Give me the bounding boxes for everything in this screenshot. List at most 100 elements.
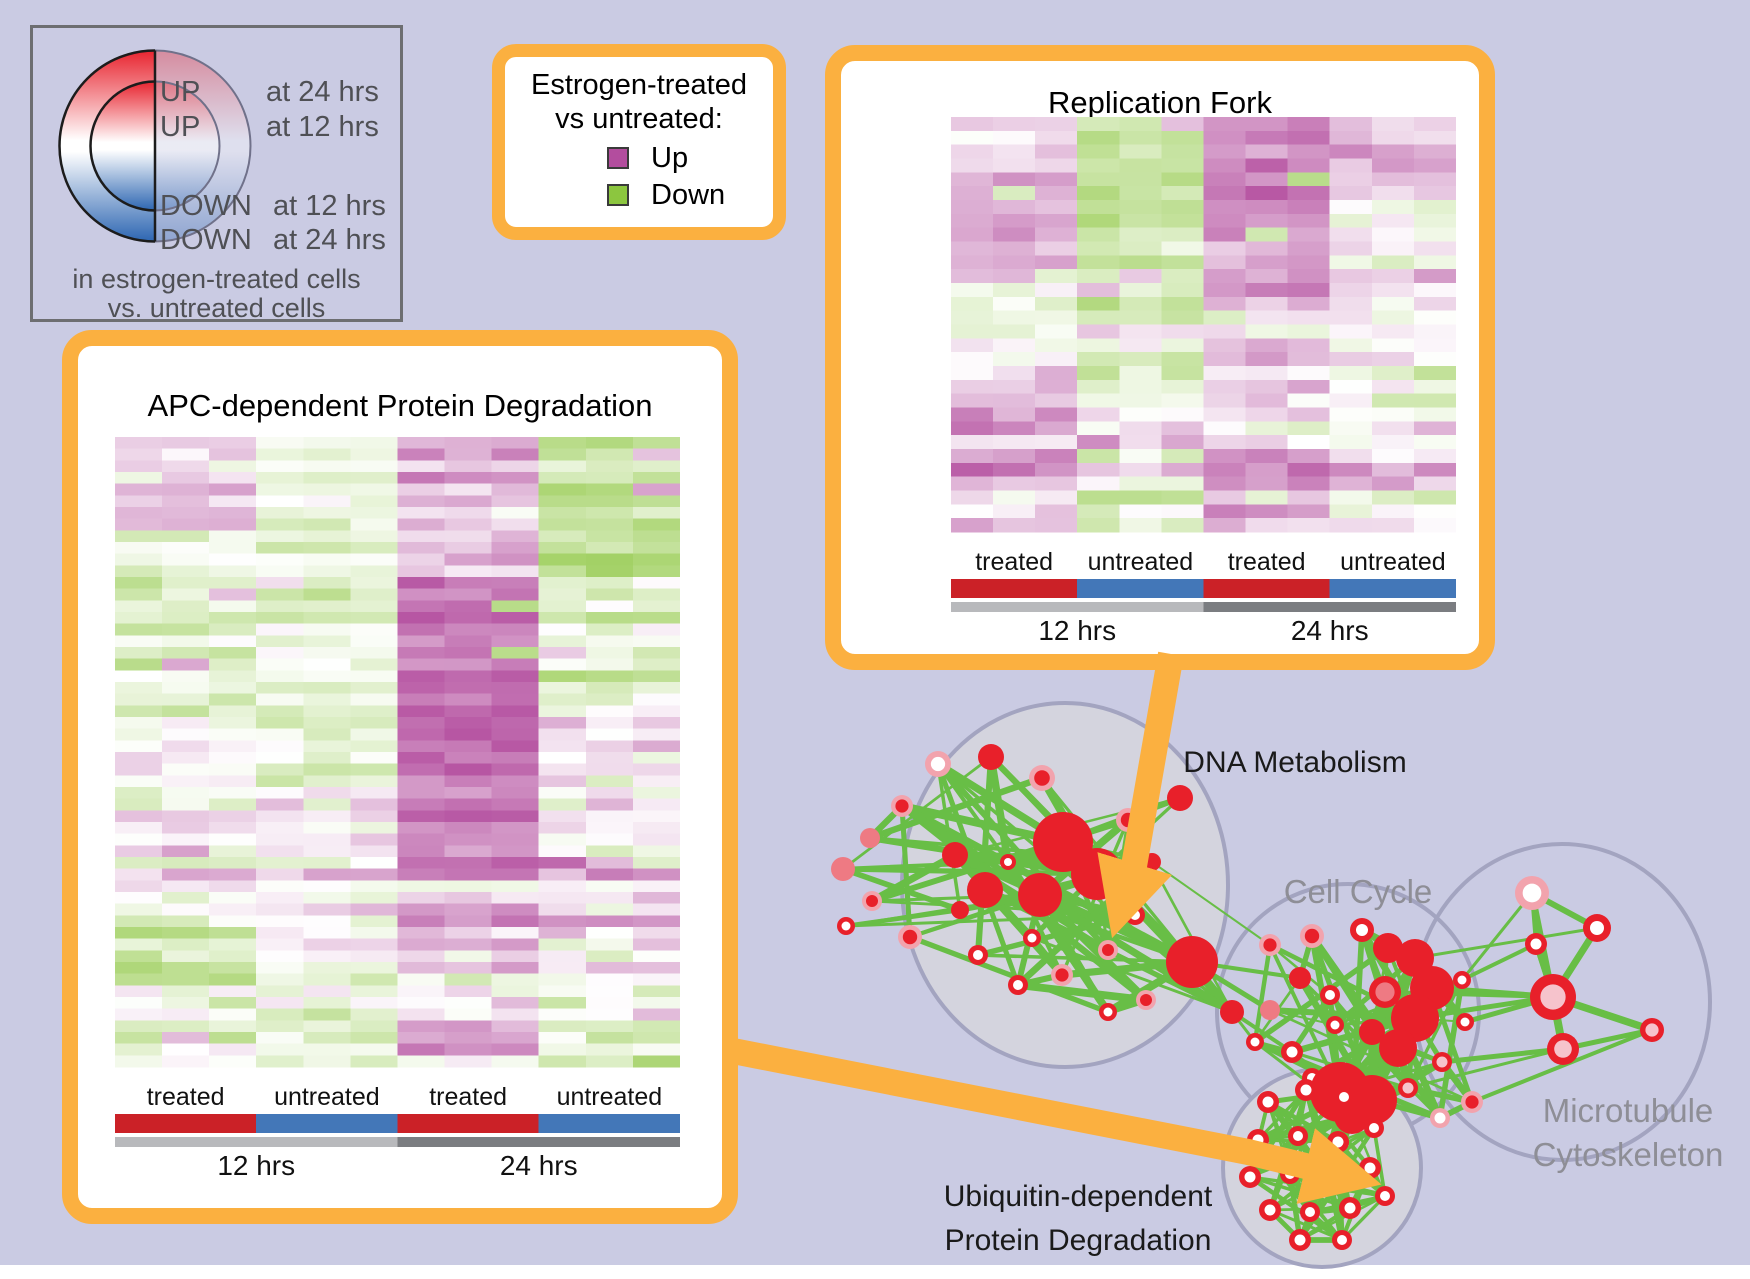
- network-node: [1071, 848, 1123, 900]
- network-node: [1359, 1019, 1385, 1045]
- cluster-label-ubiquitin-line2: Protein Degradation: [945, 1224, 1212, 1257]
- cluster-label-microtubule-line2: Cytoskeleton: [1533, 1136, 1724, 1173]
- network-inter-edge: [1470, 1028, 1654, 1104]
- apc-track-label-2: treated: [429, 1083, 507, 1111]
- network-node: [1018, 873, 1062, 917]
- network-node: [1280, 1164, 1300, 1184]
- network-node: [1430, 1108, 1450, 1128]
- network-inter-edge: [1460, 891, 1534, 982]
- apc-track-label-1: untreated: [274, 1083, 380, 1111]
- repfork-12hr-bar: [951, 601, 1204, 612]
- network-node: [891, 795, 913, 817]
- apc-track-label-0: treated: [147, 1083, 225, 1111]
- network-node: [1319, 1169, 1341, 1191]
- network-node: [1259, 1199, 1281, 1221]
- network-inter-edge: [1439, 1046, 1566, 1065]
- network-edge: [868, 851, 959, 905]
- network-edge: [840, 866, 1100, 877]
- time-outer-bottom: at 24 hrs: [273, 224, 386, 256]
- network-edge: [987, 753, 1012, 866]
- up-color-swatch: [607, 147, 629, 169]
- cluster-label-dna-line1: DNA Metabolism: [1183, 746, 1406, 779]
- repfork-treatment-bars: [951, 578, 1456, 612]
- network-node: [1398, 1078, 1418, 1098]
- network-node: [1364, 1118, 1384, 1138]
- network-inter-edge: [1413, 926, 1599, 960]
- color-key-title-line2: vs untreated:: [555, 103, 723, 135]
- network-node: [1583, 914, 1611, 942]
- network-edge: [1267, 1007, 1418, 1021]
- network-node: [1289, 967, 1311, 989]
- network-node: [1125, 905, 1145, 925]
- network-node: [1220, 1000, 1244, 1024]
- network-node: [1375, 1186, 1395, 1206]
- network-node: [1350, 918, 1374, 942]
- repfork-track-label-3: untreated: [1340, 548, 1446, 576]
- network-node: [1288, 1126, 1308, 1146]
- network-node: [1332, 1230, 1352, 1250]
- replication-fork-panel: Replication Fork treated untreated treated…: [825, 45, 1495, 670]
- apc-panel: APC-dependent Protein Degradation treate…: [62, 330, 738, 1224]
- network-node: [1136, 990, 1156, 1010]
- network-node: [1099, 1003, 1117, 1021]
- repfork-heatmap-grid: [951, 117, 1456, 533]
- cluster-label-microtubule-line1: Microtubule: [1543, 1092, 1714, 1129]
- repfork-track-label-0: treated: [975, 548, 1053, 576]
- network-node: [1023, 929, 1041, 947]
- network-node: [1547, 1033, 1579, 1065]
- network-node: [942, 842, 968, 868]
- apc-track-labels: treated untreated treated untreated: [147, 1083, 662, 1111]
- network-node: [1257, 1091, 1279, 1113]
- color-key-title: Estrogen-treated vs untreated:: [505, 68, 773, 136]
- color-key-item-up: Up: [607, 141, 773, 174]
- network-node: [1515, 876, 1549, 910]
- network-node: [1369, 976, 1401, 1008]
- repfork-track-label-2: treated: [1228, 548, 1306, 576]
- network-node: [1239, 1166, 1261, 1188]
- network-node: [1432, 1052, 1452, 1072]
- color-key-item-down: Down: [607, 179, 773, 211]
- down-color-swatch: [607, 184, 629, 206]
- apc-heatmap-grid: [115, 437, 680, 1068]
- network-node: [1326, 1016, 1344, 1034]
- network-node: [1339, 1197, 1361, 1219]
- network-edge: [899, 803, 1043, 898]
- network-node: [898, 925, 922, 949]
- up-outer-label: UP: [160, 76, 201, 108]
- network-inter-edge: [1460, 942, 1538, 982]
- cluster-label-cellcycle-line1: Cell Cycle: [1284, 873, 1433, 910]
- network-node: [831, 857, 855, 881]
- network-node: [1116, 808, 1140, 832]
- network-node: [951, 901, 969, 919]
- network-node: [968, 945, 988, 965]
- time-inner-top: at 12 hrs: [266, 111, 379, 143]
- network-edge: [1036, 891, 1236, 1016]
- updown-circles: [58, 49, 252, 243]
- network-node: [1143, 853, 1161, 871]
- repfork-track-label-1: untreated: [1088, 548, 1194, 576]
- network-edge: [866, 774, 1046, 842]
- network-edge: [1036, 891, 1150, 1004]
- up-label: Up: [651, 141, 689, 174]
- network-node: [1300, 924, 1324, 948]
- network-node: [1334, 1087, 1354, 1107]
- color-key-box: Estrogen-treated vs untreated: Up Down: [492, 44, 786, 240]
- replication-fork-heatmap: treated untreated treated untreated 12 hrs 24…: [951, 117, 1456, 646]
- network-node: [1373, 933, 1403, 963]
- network-edge: [1252, 942, 1273, 1045]
- network-node: [1461, 1091, 1483, 1113]
- apc-track-label-3: untreated: [557, 1083, 663, 1111]
- repfork-track-labels: treated untreated treated untreated: [975, 548, 1445, 576]
- network-node: [1000, 854, 1016, 870]
- network-edge: [870, 893, 1042, 903]
- network-node: [1359, 1157, 1381, 1179]
- network-node: [1530, 974, 1576, 1020]
- network-node: [1247, 1129, 1269, 1151]
- color-key-title-line1: Estrogen-treated: [530, 69, 747, 101]
- network-node: [1029, 765, 1055, 791]
- network-node: [837, 917, 855, 935]
- network-node: [1300, 1202, 1320, 1222]
- time-outer-top: at 24 hrs: [266, 76, 379, 108]
- apc-time-label-1: 24 hrs: [500, 1150, 578, 1181]
